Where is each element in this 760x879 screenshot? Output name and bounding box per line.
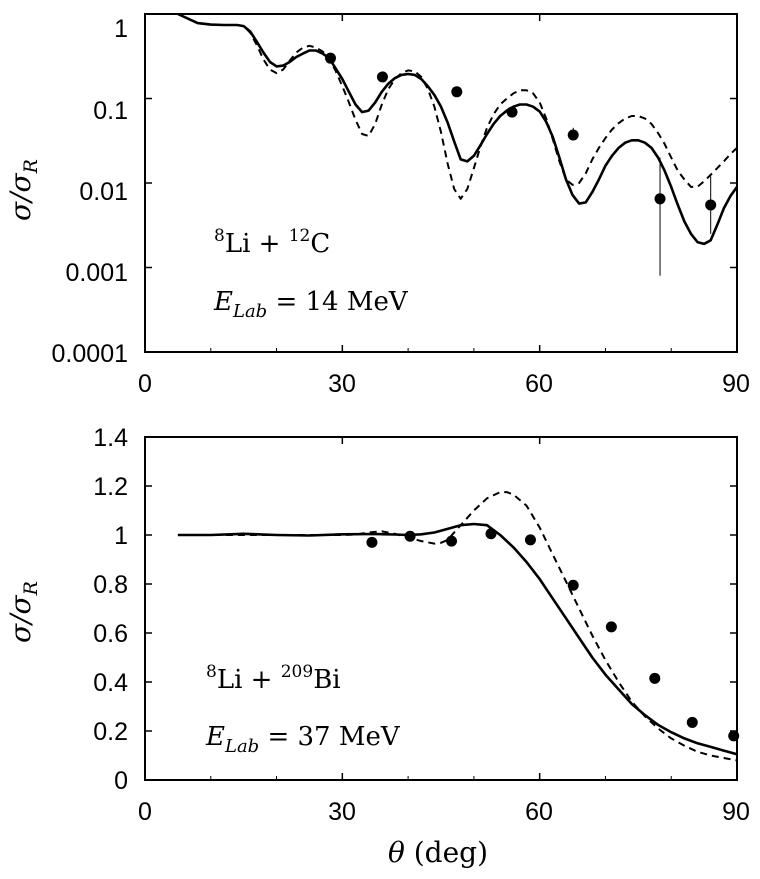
svg-text:σ/σR: σ/σR — [4, 159, 42, 221]
bottom-data-point — [728, 730, 740, 742]
bottom-xtick-label: 60 — [525, 798, 553, 826]
top-ytick-label: 0.0001 — [52, 340, 128, 368]
bottom-ytick-label: 1 — [114, 522, 128, 550]
bottom-data-point — [567, 579, 579, 591]
top-xtick-label: 0 — [138, 370, 152, 398]
bottom-annotation-energy: ELab = 37 MeV — [205, 722, 401, 757]
bottom-data-point — [605, 621, 617, 633]
bottom-data-point — [446, 535, 458, 547]
top-data-point — [654, 193, 666, 205]
bottom-ylabel: σ/σR — [4, 581, 42, 643]
bottom-ytick-label: 0.2 — [93, 718, 128, 746]
top-data-point — [567, 129, 579, 141]
top-annotation-energy: ELab = 14 MeV — [213, 287, 409, 322]
bottom-data-point — [485, 528, 497, 540]
bottom-panel: 1.4 1.2 1 0.8 0.6 0.4 0.2 0 0 30 60 90 σ… — [4, 424, 750, 869]
bottom-xlabel: θ (deg) — [388, 836, 488, 869]
top-ytick-label: 0.01 — [79, 178, 128, 206]
bottom-plot-frame — [144, 436, 738, 781]
top-xtick-label: 90 — [722, 370, 750, 398]
bottom-ytick-label: 0.8 — [93, 571, 128, 599]
top-ylabel: σ/σR — [4, 159, 42, 221]
top-xtick-label: 60 — [525, 370, 553, 398]
top-data-point — [324, 52, 336, 64]
top-ytick-label: 1 — [114, 15, 128, 43]
bottom-ytick-label: 1.4 — [93, 424, 128, 452]
bottom-ytick-label: 0.4 — [93, 669, 128, 697]
bottom-data-point — [686, 716, 698, 728]
top-annotation-reaction: 8Li + 12C — [214, 226, 330, 259]
bottom-xtick-label: 30 — [328, 798, 356, 826]
bottom-data-point — [366, 536, 378, 548]
bottom-solid-curve — [177, 522, 738, 756]
bottom-ytick-label: 0 — [114, 767, 128, 795]
top-dashed-curve — [177, 13, 738, 200]
top-panel: 1 0.1 0.01 0.001 0.0001 0 30 60 90 σ/σR … — [4, 12, 750, 398]
top-xtick-label: 30 — [328, 370, 356, 398]
bottom-ytick-label: 1.2 — [93, 473, 128, 501]
bottom-series — [177, 491, 740, 762]
bottom-xtick-label: 0 — [138, 798, 152, 826]
top-series — [177, 12, 739, 276]
top-ticks — [144, 13, 738, 353]
top-data-point — [506, 106, 518, 118]
bottom-data-point — [404, 530, 416, 542]
top-data-point — [705, 199, 717, 211]
svg-text:σ/σR: σ/σR — [4, 581, 42, 643]
top-data-point — [451, 86, 463, 98]
bottom-data-point — [524, 534, 536, 546]
top-ytick-label: 0.001 — [65, 259, 128, 287]
bottom-annotation-reaction: 8Li + 209Bi — [206, 662, 341, 695]
bottom-data-point — [649, 672, 661, 684]
bottom-xtick-label: 90 — [722, 798, 750, 826]
top-solid-curve — [177, 12, 739, 246]
bottom-ytick-label: 0.6 — [93, 620, 128, 648]
bottom-ticks — [144, 436, 738, 781]
top-ytick-label: 0.1 — [93, 97, 128, 125]
top-data-point — [376, 71, 388, 83]
